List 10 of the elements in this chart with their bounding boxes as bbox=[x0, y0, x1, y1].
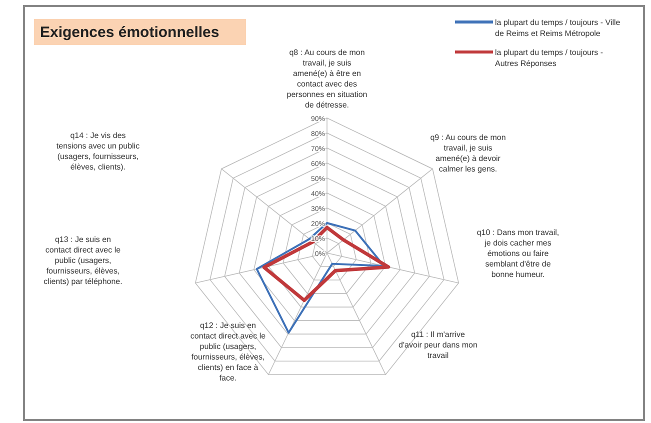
spoke-label: q11 : Il m'arrive d'avoir peur dans mon travail bbox=[398, 330, 478, 360]
spoke-label: q10 : Dans mon travail, je dois cacher mes émotions ou faire semblant d'être de bonne humeur. bbox=[476, 228, 560, 279]
spoke-label: q14 : Je vis des tensions avec un public (usagers, fournisseurs, élèves, clients). bbox=[56, 131, 140, 172]
spoke-label: q12 : Je suis en contact direct avec le public (usagers, fournisseurs, élèves, clients) en face à face. bbox=[190, 321, 266, 382]
spoke-label: q13 : Je suis en contact direct avec le public (usagers, fournisseurs, élèves, clients) par téléphone. bbox=[44, 235, 122, 286]
spoke-label: q9 : Au cours de mon travail, je suis amené(e) à devoir calmer les gens. bbox=[430, 133, 506, 174]
chart-title: Exigences émotionnelles bbox=[40, 24, 220, 41]
spoke-label: q8 : Au cours de mon travail, je suis amené(e) à être en contact avec des personnes en situation de détresse. bbox=[286, 48, 368, 110]
legend-label: la plupart du temps / toujours - Ville de Reims et Reims Métropole bbox=[495, 18, 621, 38]
legend-label: la plupart du temps / toujours - Autres Réponses bbox=[495, 48, 604, 68]
